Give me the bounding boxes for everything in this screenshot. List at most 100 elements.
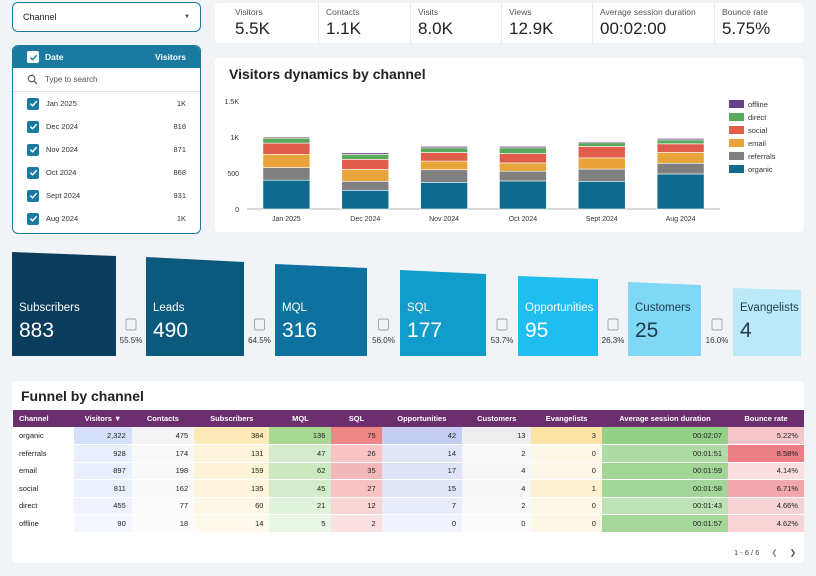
row-checkbox[interactable] — [27, 143, 39, 156]
funnel-stage-value: 490 — [153, 319, 188, 342]
kpi-divider — [501, 3, 502, 43]
table-cell: 3 — [531, 427, 602, 445]
column-header-customers[interactable]: Customers — [462, 410, 532, 427]
funnel-stage-customers — [628, 282, 701, 356]
kpi-value: 5.5K — [235, 19, 270, 38]
kpi-strip: Visitors 5.5K Contacts 1.1K Visits 8.0K Views 1… — [215, 3, 804, 43]
table-cell: 0 — [381, 514, 462, 533]
column-header-mql[interactable]: MQL — [269, 410, 332, 427]
bar-referrals — [577, 168, 626, 182]
date-filter-row-value: 871 — [173, 145, 186, 154]
funnel-stage-mql — [275, 264, 367, 356]
date-filter-row[interactable]: Aug 2024 1K — [13, 207, 200, 230]
legend-label-offline: offline — [748, 100, 768, 109]
table-cell: 90 — [74, 514, 132, 533]
date-filter-row[interactable]: Jan 2025 1K — [13, 92, 200, 115]
table-cell: 18 — [131, 514, 195, 533]
pagination: 1 - 6 / 6 ❮ ❯ — [734, 548, 796, 557]
next-page-icon[interactable]: ❯ — [789, 548, 796, 557]
y-tick-label: 500 — [227, 171, 239, 178]
table-cell: offline — [13, 514, 75, 533]
table-cell: 00:01:43 — [601, 497, 729, 515]
date-filter-row-value: 1K — [176, 214, 186, 223]
bar-offline — [656, 138, 705, 141]
column-header-average-session-duration[interactable]: Average session duration — [601, 410, 729, 427]
funnel-stage-label: SQL — [407, 302, 431, 314]
bar-offline — [341, 152, 390, 155]
column-header-contacts[interactable]: Contacts — [131, 410, 195, 427]
x-tick-label: Jan 2025 — [272, 216, 301, 223]
row-checkbox[interactable] — [27, 212, 39, 225]
bar-email — [656, 152, 705, 164]
bar-email — [420, 160, 468, 171]
channel-dropdown[interactable]: Channel ▼ — [12, 2, 201, 32]
funnel-table: Channel Visitors ▼ Contacts Subscribers MQL S… — [13, 410, 804, 533]
column-header-subscribers[interactable]: Subscribers — [194, 410, 270, 427]
x-tick-label: Nov 2024 — [429, 216, 459, 223]
conversion-rate: 64.5% — [248, 336, 271, 345]
table-cell: 35 — [331, 462, 382, 480]
funnel-stage-value: 95 — [525, 319, 548, 342]
bar-organic — [656, 173, 705, 210]
kpi-label: Bounce rate — [722, 7, 768, 17]
funnel-stage-evangelists — [733, 288, 801, 356]
prev-page-icon[interactable]: ❮ — [771, 548, 778, 557]
table-row: direct 455 77 60 21 12 7 2 0 00:01:43 4.66% — [13, 497, 804, 515]
conversion-icon — [711, 318, 723, 331]
bar-social — [577, 146, 626, 159]
table-cell: 45 — [269, 479, 332, 498]
column-header-evangelists[interactable]: Evangelists — [531, 410, 602, 427]
column-header-sql[interactable]: SQL — [331, 410, 382, 427]
select-all-checkbox[interactable] — [27, 51, 39, 63]
conversion-rate: 56.0% — [372, 336, 395, 345]
column-header-visitors[interactable]: Visitors ▼ — [74, 410, 132, 427]
table-row: referrals 928 174 131 47 26 14 2 0 00:01:51 8.58% — [13, 444, 804, 463]
kpi-views: Views 12.9K — [509, 7, 553, 39]
kpi-label: Contacts — [326, 7, 360, 17]
table-cell: 174 — [131, 444, 195, 463]
row-checkbox[interactable] — [27, 97, 39, 110]
table-cell: 0 — [462, 514, 532, 533]
funnel-stage-label: Leads — [153, 302, 185, 314]
row-checkbox[interactable] — [27, 189, 39, 202]
date-filter-header: Date Visitors — [13, 46, 200, 68]
column-header-channel[interactable]: Channel — [13, 410, 75, 427]
row-checkbox[interactable] — [27, 120, 39, 133]
table-cell: 00:01:59 — [601, 462, 729, 480]
table-cell: 14 — [194, 514, 270, 533]
legend-swatch-referrals — [729, 152, 744, 160]
date-filter-row-label: Jan 2025 — [46, 99, 77, 108]
column-header-bounce-rate[interactable]: Bounce rate — [728, 410, 804, 427]
legend-swatch-direct — [729, 113, 744, 121]
date-search-input[interactable]: Type to search — [13, 68, 200, 92]
legend-swatch-offline — [729, 100, 744, 108]
date-filter-row-label: Nov 2024 — [46, 145, 79, 154]
chart-title: Visitors dynamics by channel — [229, 66, 426, 82]
x-tick-label: Aug 2024 — [666, 216, 696, 223]
date-filter-row[interactable]: Dec 2024 818 — [13, 115, 200, 138]
table-cell: 897 — [74, 462, 132, 480]
bar-referrals — [656, 162, 705, 175]
channel-dropdown-label: Channel — [23, 12, 57, 22]
table-cell: 4.14% — [728, 462, 804, 480]
row-checkbox[interactable] — [27, 166, 39, 179]
table-cell: referrals — [13, 444, 75, 463]
conversion-rate: 16.0% — [706, 336, 729, 345]
legend-label-organic: organic — [748, 165, 773, 174]
kpi-label: Views — [509, 7, 532, 17]
date-filter-row[interactable]: Nov 2024 871 — [13, 138, 200, 161]
funnel-stage-sql — [400, 270, 486, 356]
date-filter-row[interactable]: Oct 2024 868 — [13, 161, 200, 184]
table-cell: 00:02:07 — [601, 427, 729, 445]
table-cell: 455 — [74, 497, 132, 515]
funnel-stage-value: 4 — [740, 319, 752, 342]
funnel-stage-subscribers — [12, 252, 116, 356]
date-filter-row[interactable]: Sept 2024 931 — [13, 184, 200, 207]
table-cell: 135 — [194, 479, 270, 498]
column-header-opportunities[interactable]: Opportunities — [381, 410, 462, 427]
kpi-bounce-rate: Bounce rate 5.75% — [722, 7, 770, 39]
funnel-stage-label: MQL — [282, 302, 308, 314]
bar-direct — [420, 147, 468, 153]
kpi-value: 8.0K — [418, 19, 453, 38]
table-cell: 4.66% — [728, 497, 804, 515]
